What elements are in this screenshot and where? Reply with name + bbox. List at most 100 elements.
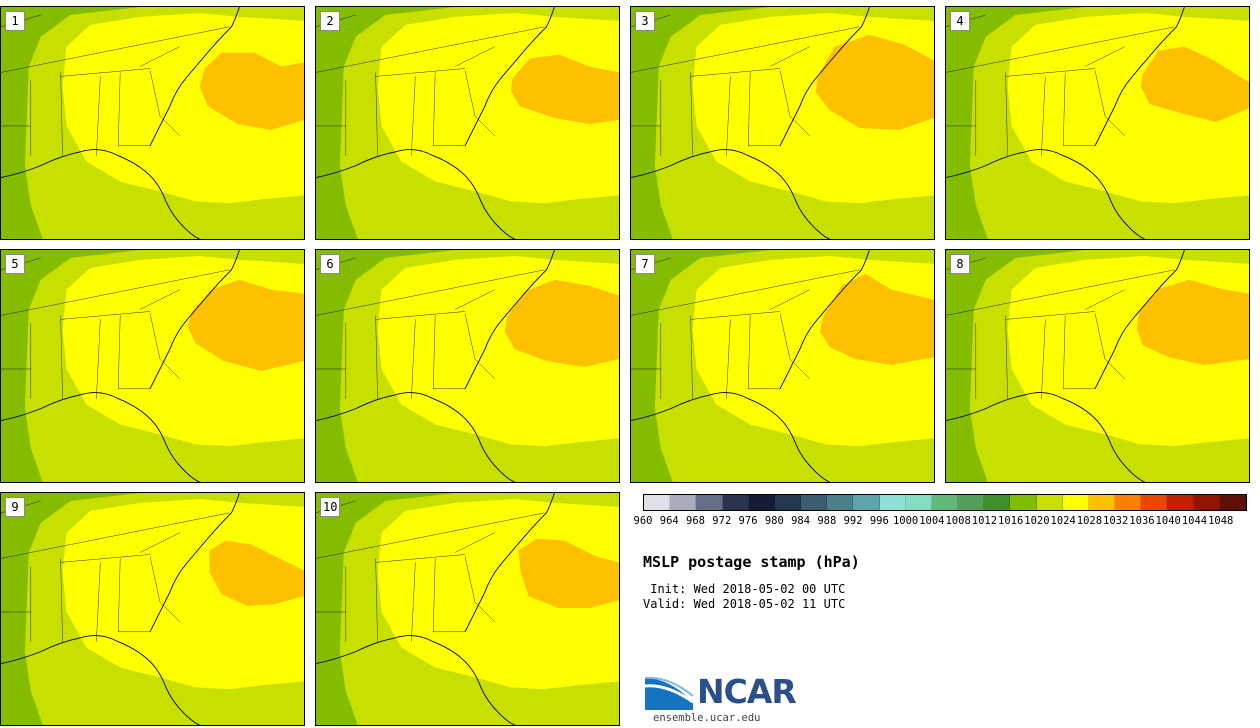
colorbar-segment: [644, 495, 671, 510]
colorbar-segment: [748, 495, 775, 510]
colorbar-tick-label: 996: [869, 515, 889, 527]
colorbar-tick-label: 1020: [1024, 515, 1050, 527]
mslp-map-9: [1, 493, 304, 725]
member-label: 3: [635, 11, 655, 31]
colorbar-tick-label: 1016: [997, 515, 1024, 527]
colorbar-tick-label: 1012: [971, 515, 998, 527]
colorbar-tick-label: 1008: [945, 515, 971, 527]
pressure-1028-region: [510, 54, 619, 124]
pressure-1028-region: [819, 273, 934, 366]
colorbar-tick-label: 1040: [1155, 515, 1181, 527]
mslp-map-10: [316, 493, 619, 725]
coastline: [946, 250, 1185, 482]
colorbar-segment: [722, 495, 749, 510]
mslp-map-4: [946, 7, 1249, 239]
coastline: [316, 250, 555, 482]
chart-title: MSLP postage stamp (hPa): [643, 553, 860, 571]
member-label: 9: [5, 497, 25, 517]
colorbar-segment: [931, 495, 959, 510]
colorbar-segment: [984, 495, 1011, 510]
mslp-map-2: [316, 7, 619, 239]
colorbar-tick-label: 1004: [919, 515, 945, 527]
stamp-1: 1: [0, 6, 305, 240]
state-borders: [1, 14, 230, 156]
state-borders: [631, 14, 860, 156]
colorbar-tick-label: 972: [712, 515, 732, 527]
pressure-1028-region: [1140, 46, 1249, 123]
valid-time: Valid: Wed 2018-05-02 11 UTC: [643, 597, 846, 611]
colorbar-tick-label: 980: [764, 515, 784, 527]
ncar-swoosh-icon: [644, 676, 694, 710]
state-borders: [316, 257, 545, 399]
colorbar-segment: [670, 495, 697, 510]
member-label: 10: [320, 497, 341, 517]
pressure-1028-region: [187, 279, 304, 371]
member-label: 2: [320, 11, 340, 31]
member-label: 7: [635, 254, 655, 274]
state-borders: [316, 14, 545, 156]
coastline: [1, 250, 240, 482]
logo-wordmark: NCAR: [697, 672, 797, 711]
mslp-map-8: [946, 250, 1249, 482]
colorbar-segment: [1141, 495, 1168, 510]
colorbar-segment: [1010, 495, 1037, 510]
colorbar-segment: [1036, 495, 1063, 510]
init-time: Init: Wed 2018-05-02 00 UTC: [643, 582, 846, 596]
mslp-map-6: [316, 250, 619, 482]
member-label: 6: [320, 254, 340, 274]
colorbar-tick-label: 1000: [892, 515, 919, 527]
coastline: [631, 250, 870, 482]
stamp-5: 5: [0, 249, 305, 483]
colorbar-tick-label: 1048: [1208, 515, 1234, 527]
mslp-map-5: [1, 250, 304, 482]
colorbar-segment: [827, 495, 854, 510]
colorbar-tick-label: 1024: [1050, 515, 1076, 527]
colorbar-tick-label: 1032: [1103, 515, 1129, 527]
stamp-3: 3: [630, 6, 935, 240]
member-label: 4: [950, 11, 970, 31]
mslp-map-3: [631, 7, 934, 239]
coastline: [316, 7, 555, 239]
colorbar-tick-label: 964: [659, 515, 679, 527]
state-borders: [946, 14, 1175, 156]
stamp-6: 6: [315, 249, 620, 483]
colorbar-tick-label: 1028: [1076, 515, 1103, 527]
colorbar-tick-label: 1036: [1129, 515, 1155, 527]
pressure-1028-region: [1136, 279, 1249, 366]
member-label: 5: [5, 254, 25, 274]
colorbar-tick-label: 984: [791, 515, 811, 527]
state-borders: [316, 500, 545, 642]
stamp-2: 2: [315, 6, 620, 240]
ncar-logo: NCAR ensemble.ucar.edu: [641, 670, 801, 724]
colorbar-segment: [801, 495, 828, 510]
colorbar-segment: [1167, 495, 1194, 510]
colorbar-segment: [696, 495, 723, 510]
stamp-10: 10: [315, 492, 620, 726]
pressure-1028-region: [209, 540, 304, 607]
logo-url: ensemble.ucar.edu: [653, 712, 761, 724]
coastline: [1, 493, 240, 725]
mslp-map-1: [1, 7, 304, 239]
colorbar-tick-label: 992: [843, 515, 863, 527]
colorbar-segment: [879, 495, 906, 510]
pressure-1028-region: [518, 538, 619, 609]
state-borders: [946, 257, 1175, 399]
member-label: 8: [950, 254, 970, 274]
colorbar-segment: [1219, 495, 1246, 510]
pressure-1028-region: [199, 52, 304, 130]
colorbar-segment: [774, 495, 802, 510]
colorbar-tick-label: 988: [817, 515, 837, 527]
state-borders: [631, 257, 860, 399]
stamp-9: 9: [0, 492, 305, 726]
colorbar-tick-label: 976: [738, 515, 758, 527]
coastline: [946, 7, 1185, 239]
pressure-colorbar: [643, 494, 1247, 511]
colorbar-segment: [1062, 495, 1089, 510]
coastline: [1, 7, 240, 239]
state-borders: [1, 500, 230, 642]
colorbar-segment: [1193, 495, 1220, 510]
colorbar-segment: [1115, 495, 1142, 510]
coastline: [316, 493, 555, 725]
colorbar-segment: [958, 495, 985, 510]
colorbar-segment: [905, 495, 932, 510]
